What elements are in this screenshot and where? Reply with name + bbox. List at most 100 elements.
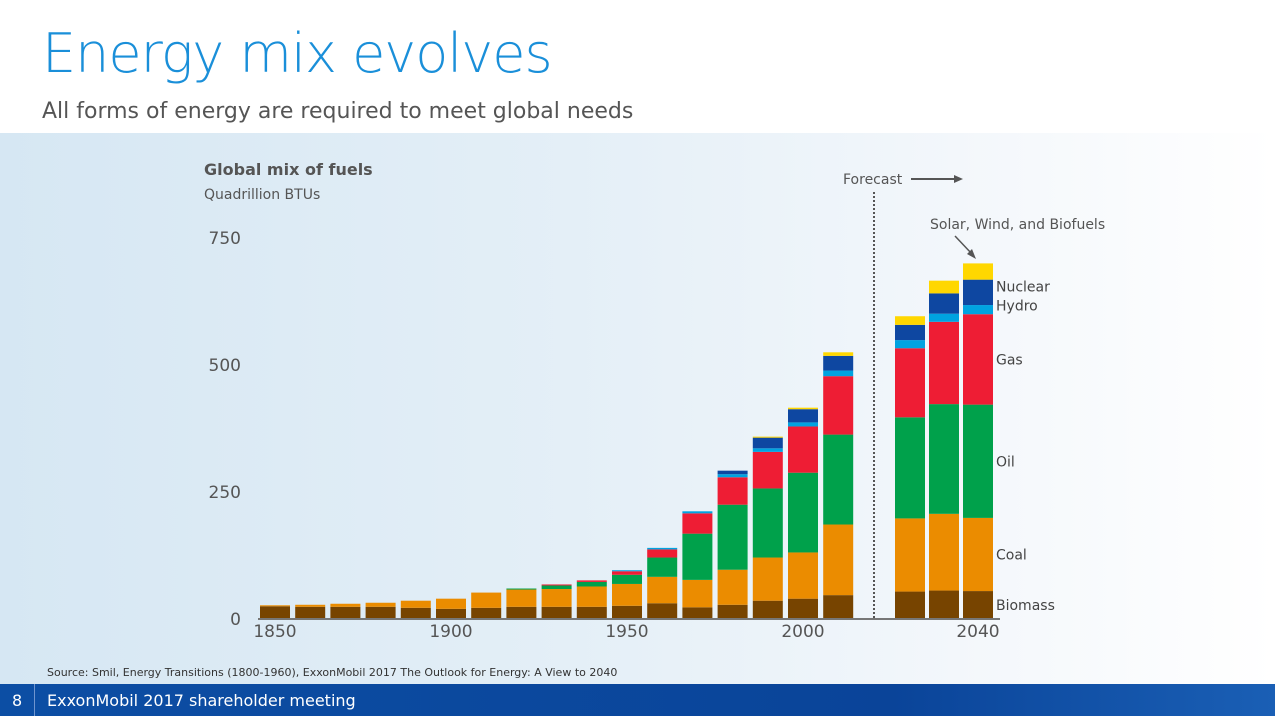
- bar-segment-coal: [400, 600, 431, 608]
- bar-segment-solar-wind-and-biofuels: [752, 436, 783, 438]
- bar-segment-biomass: [788, 598, 818, 619]
- y-tick-label: 750: [209, 229, 241, 249]
- bar-segment-nuclear: [895, 324, 925, 341]
- bar-segment-coal: [365, 602, 396, 607]
- bar-segment-biomass: [895, 591, 925, 619]
- bar-segment-coal: [682, 579, 713, 608]
- series-label-oil: Oil: [996, 454, 1015, 470]
- page-subtitle: All forms of energy are required to meet…: [42, 99, 634, 124]
- bar-segment-solar-wind-and-biofuels: [823, 352, 854, 356]
- bar-segment-hydro: [612, 570, 642, 572]
- bar-2020: [895, 316, 925, 619]
- bar-segment-coal: [895, 518, 925, 592]
- bar-segment-hydro: [963, 305, 993, 315]
- footer-bar: 8 ExxonMobil 2017 shareholder meeting: [0, 684, 1275, 716]
- bar-segment-biomass: [260, 606, 290, 619]
- bar-segment-oil: [576, 581, 607, 587]
- y-axis-label: Quadrillion BTUs: [204, 187, 320, 203]
- bar-segment-gas: [717, 477, 748, 505]
- bar-segment-coal: [823, 524, 854, 596]
- bar-segment-biomass: [365, 606, 396, 619]
- bar-segment-biomass: [471, 607, 502, 619]
- series-label-biomass: Biomass: [996, 598, 1055, 614]
- annotation-arrow: [954, 235, 976, 259]
- bar-segment-solar-wind-and-biofuels: [788, 407, 818, 410]
- bar-1990: [752, 436, 783, 619]
- bar-segment-biomass: [400, 607, 431, 619]
- bar-segment-coal: [612, 583, 642, 606]
- bar-1960: [647, 547, 678, 619]
- bar-segment-gas: [929, 321, 959, 405]
- x-tick-label: 2040: [956, 622, 999, 642]
- forecast-arrow: [911, 175, 963, 183]
- bar-2040: [963, 263, 993, 619]
- y-tick-label: 0: [230, 610, 241, 630]
- source-note: Source: Smil, Energy Transitions (1800-1…: [47, 666, 618, 679]
- bar-2000: [788, 407, 818, 619]
- bar-1870: [330, 603, 361, 619]
- bar-1850: [260, 605, 290, 619]
- bar-segment-biomass: [330, 606, 361, 619]
- page-title: Energy mix evolves: [42, 22, 553, 85]
- bar-segment-oil: [506, 588, 537, 590]
- bar-segment-oil: [612, 574, 642, 584]
- bar-2010: [823, 352, 854, 619]
- bar-segment-hydro: [647, 547, 678, 550]
- footer-divider: [34, 684, 35, 716]
- bar-segment-hydro: [752, 448, 783, 452]
- bar-1900: [436, 598, 466, 619]
- bar-1880: [365, 602, 396, 619]
- bar-segment-solar-wind-and-biofuels: [929, 280, 959, 294]
- footer-text: ExxonMobil 2017 shareholder meeting: [47, 691, 356, 710]
- bar-segment-oil: [895, 417, 925, 519]
- bar-segment-coal: [330, 603, 361, 607]
- bar-segment-coal: [506, 589, 537, 607]
- bar-segment-hydro: [929, 313, 959, 322]
- bar-segment-gas: [541, 584, 572, 586]
- x-tick-label: 1950: [605, 622, 648, 642]
- bar-segment-nuclear: [929, 293, 959, 314]
- bar-segment-gas: [895, 348, 925, 418]
- bar-segment-gas: [576, 580, 607, 582]
- x-tick-label: 1850: [253, 622, 296, 642]
- bar-segment-oil: [717, 504, 748, 570]
- bar-segment-gas: [823, 376, 854, 435]
- bar-segment-coal: [647, 576, 678, 604]
- bar-segment-oil: [963, 404, 993, 518]
- bar-segment-oil: [788, 472, 818, 553]
- bar-segment-oil: [752, 488, 783, 558]
- x-tick-label: 2000: [781, 622, 824, 642]
- bar-segment-biomass: [929, 590, 959, 619]
- bar-segment-coal: [752, 557, 783, 601]
- x-tick-label: 1900: [429, 622, 472, 642]
- bar-1910: [471, 592, 502, 619]
- page-number: 8: [12, 691, 23, 710]
- bar-segment-biomass: [295, 606, 326, 619]
- bar-1920: [506, 588, 537, 619]
- bar-segment-gas: [963, 314, 993, 405]
- bar-segment-nuclear: [717, 470, 748, 475]
- bar-segment-biomass: [682, 607, 713, 619]
- bar-segment-coal: [436, 598, 466, 609]
- bar-segment-biomass: [576, 606, 607, 619]
- bar-segment-biomass: [963, 591, 993, 619]
- bar-2030: [929, 280, 959, 619]
- forecast-label: Forecast: [843, 172, 903, 188]
- bar-1950: [612, 570, 642, 619]
- bar-segment-solar-wind-and-biofuels: [895, 316, 925, 325]
- bar-segment-oil: [541, 585, 572, 590]
- bar-segment-gas: [647, 549, 678, 558]
- bar-segment-coal: [295, 604, 326, 607]
- bar-segment-gas: [752, 451, 783, 489]
- series-label-hydro: Hydro: [996, 299, 1038, 315]
- bar-segment-gas: [788, 426, 818, 473]
- bar-segment-oil: [823, 434, 854, 525]
- bar-1980: [717, 470, 748, 619]
- y-tick-label: 250: [209, 483, 241, 503]
- bar-segment-coal: [260, 605, 290, 607]
- bar-segment-hydro: [682, 511, 713, 514]
- bar-segment-coal: [717, 569, 748, 605]
- bar-segment-hydro: [895, 340, 925, 349]
- bar-1970: [682, 511, 713, 619]
